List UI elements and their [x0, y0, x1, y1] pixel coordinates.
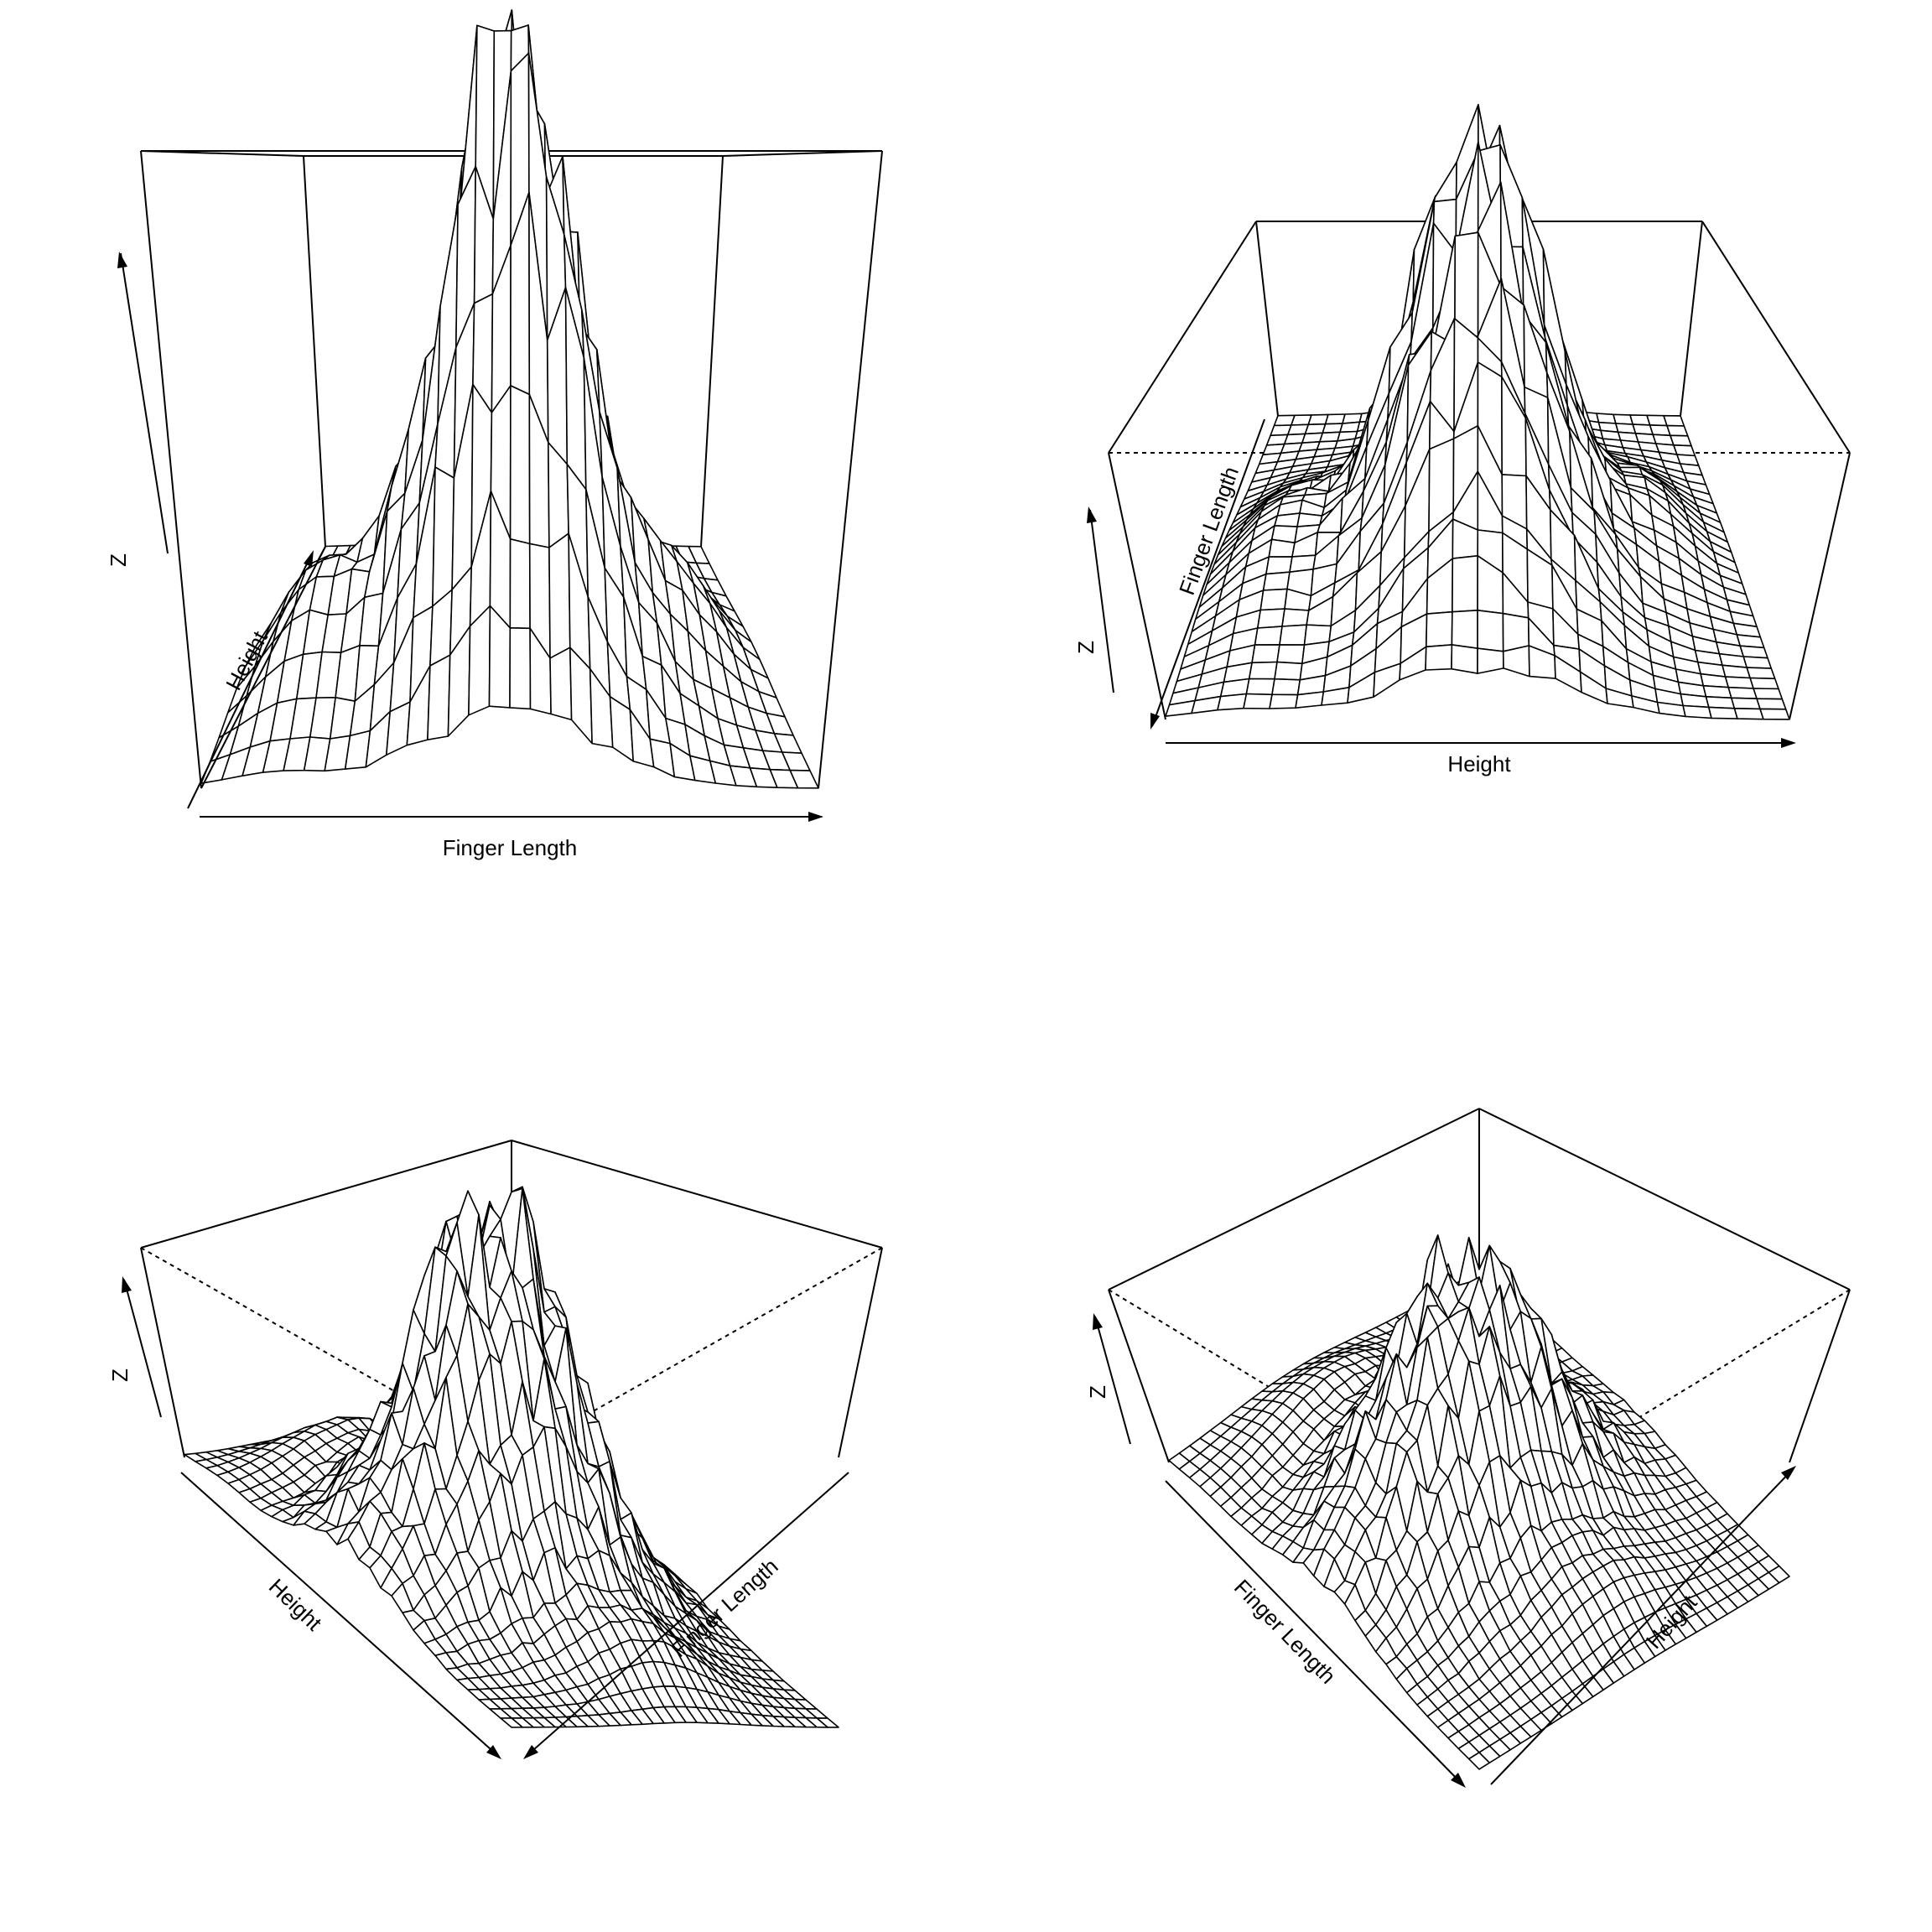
- surface-facet: [1742, 656, 1773, 669]
- surface-facet: [1425, 644, 1453, 671]
- surface-facet: [1724, 676, 1754, 689]
- surface-facet: [1251, 644, 1280, 664]
- surface-facet: [1274, 512, 1301, 527]
- surface-facet: [1682, 704, 1712, 719]
- x-axis-arrowhead: [1781, 738, 1796, 748]
- surface-facet: [1339, 421, 1361, 434]
- x-axis-arrowhead: [486, 1745, 501, 1759]
- x-axis-arrow: [180, 1472, 499, 1757]
- surface-facet: [427, 654, 451, 741]
- surface-facet: [1257, 608, 1285, 629]
- surface-facet: [1749, 677, 1779, 690]
- surface-panel-top-left: Finger Length Height Z: [106, 9, 883, 860]
- surface-facet: [1281, 608, 1310, 627]
- surface-facet: [1279, 624, 1307, 646]
- x-axis-arrow: [1165, 1480, 1463, 1785]
- surface-facet: [1753, 688, 1784, 700]
- z-axis-arrowhead: [122, 1276, 132, 1293]
- y-axis-arrow: [1151, 418, 1265, 727]
- surface-facet: [1248, 661, 1278, 680]
- surface-facet: [1666, 424, 1689, 437]
- box-front-edges: [1108, 452, 1851, 720]
- surface-facet: [1274, 661, 1303, 681]
- surface-facet: [1708, 706, 1738, 719]
- surface-facet: [1276, 644, 1306, 665]
- surface-facet: [509, 626, 532, 710]
- x-axis-arrowhead: [808, 812, 823, 822]
- surface-facet: [1426, 610, 1453, 648]
- axis-arrows: [1093, 1313, 1796, 1788]
- surface-facet: [1217, 693, 1248, 711]
- surface-facet: [1245, 678, 1275, 696]
- surface-facet: [1259, 588, 1288, 611]
- box-front-edges: [140, 1247, 883, 1458]
- y-axis-arrow: [526, 1472, 849, 1757]
- surface-facet: [1477, 609, 1504, 652]
- z-axis-label: Z: [1073, 641, 1098, 654]
- z-axis-arrow: [1094, 1316, 1131, 1445]
- y-axis-arrowhead: [1150, 713, 1160, 730]
- x-axis-arrowhead: [1451, 1773, 1466, 1788]
- surface-facet: [1269, 693, 1299, 709]
- surface-panel-bottom-left: Height Finger Length Z: [107, 1140, 883, 1759]
- surface-panel-bottom-right: Finger Length Height Z: [1085, 1108, 1851, 1788]
- surface-facet: [1271, 678, 1301, 696]
- y-axis-arrow: [1490, 1468, 1794, 1785]
- surface-facet: [548, 532, 571, 659]
- x-axis-label: Height: [1447, 751, 1511, 776]
- surface-mesh: [1165, 104, 1790, 720]
- surface-facet: [1746, 667, 1776, 680]
- z-axis-arrow: [120, 252, 169, 554]
- y-axis-arrowhead: [304, 550, 314, 567]
- surface-facet: [549, 647, 573, 721]
- z-axis-arrowhead: [1093, 1313, 1103, 1330]
- surface-facet: [1243, 693, 1273, 709]
- y-axis-arrowhead: [523, 1745, 538, 1759]
- surface-facet: [432, 466, 455, 607]
- box-front-edges: [140, 150, 883, 789]
- surface-facet: [1733, 707, 1764, 720]
- surface-facet: [509, 385, 531, 545]
- surface-facet: [1265, 556, 1293, 575]
- axis-arrows: [122, 1276, 849, 1759]
- surface-facet: [1254, 626, 1283, 646]
- surface-facet: [1451, 644, 1478, 674]
- surface-facet: [509, 538, 531, 630]
- surface-facet: [1477, 647, 1504, 674]
- z-axis-label: Z: [1085, 1385, 1110, 1399]
- surface-facet: [1663, 414, 1685, 427]
- surface-facet: [1731, 697, 1761, 710]
- box-front-edges: [1108, 1289, 1851, 1463]
- surface-facet: [1727, 686, 1758, 700]
- surface-mesh: [200, 9, 819, 789]
- z-axis-arrowhead: [117, 252, 127, 268]
- axis-arrows: [1087, 418, 1796, 748]
- y-axis-arrow: [187, 553, 313, 809]
- surface-panel-top-right: Height Finger Length Z: [1073, 104, 1851, 776]
- surface-facet: [1262, 571, 1291, 591]
- z-axis-label: Z: [107, 1368, 132, 1382]
- z-axis-arrow: [123, 1279, 162, 1418]
- surface-facet: [1759, 708, 1790, 720]
- surface-facet: [1319, 431, 1341, 443]
- surface-facet: [1268, 538, 1296, 558]
- surface-facet: [1670, 434, 1692, 447]
- surface-facet: [1295, 691, 1325, 709]
- z-axis-arrow: [1089, 509, 1114, 693]
- x-axis-label: Finger Length: [443, 835, 577, 860]
- surface-facet: [1451, 609, 1478, 650]
- surface-facet: [1756, 698, 1787, 710]
- axis-arrows: [117, 252, 823, 822]
- surface-facet: [1722, 664, 1751, 679]
- y-axis-arrowhead: [1781, 1466, 1796, 1480]
- z-axis-label: Z: [106, 553, 131, 567]
- surface-facet: [500, 1717, 523, 1728]
- surface-facet: [1467, 1752, 1491, 1770]
- surface-mesh: [1168, 1234, 1790, 1770]
- surface-facet: [1502, 612, 1530, 652]
- z-axis-arrowhead: [1087, 506, 1097, 523]
- surface-mesh: [184, 1186, 839, 1728]
- surface-facet: [1452, 554, 1478, 613]
